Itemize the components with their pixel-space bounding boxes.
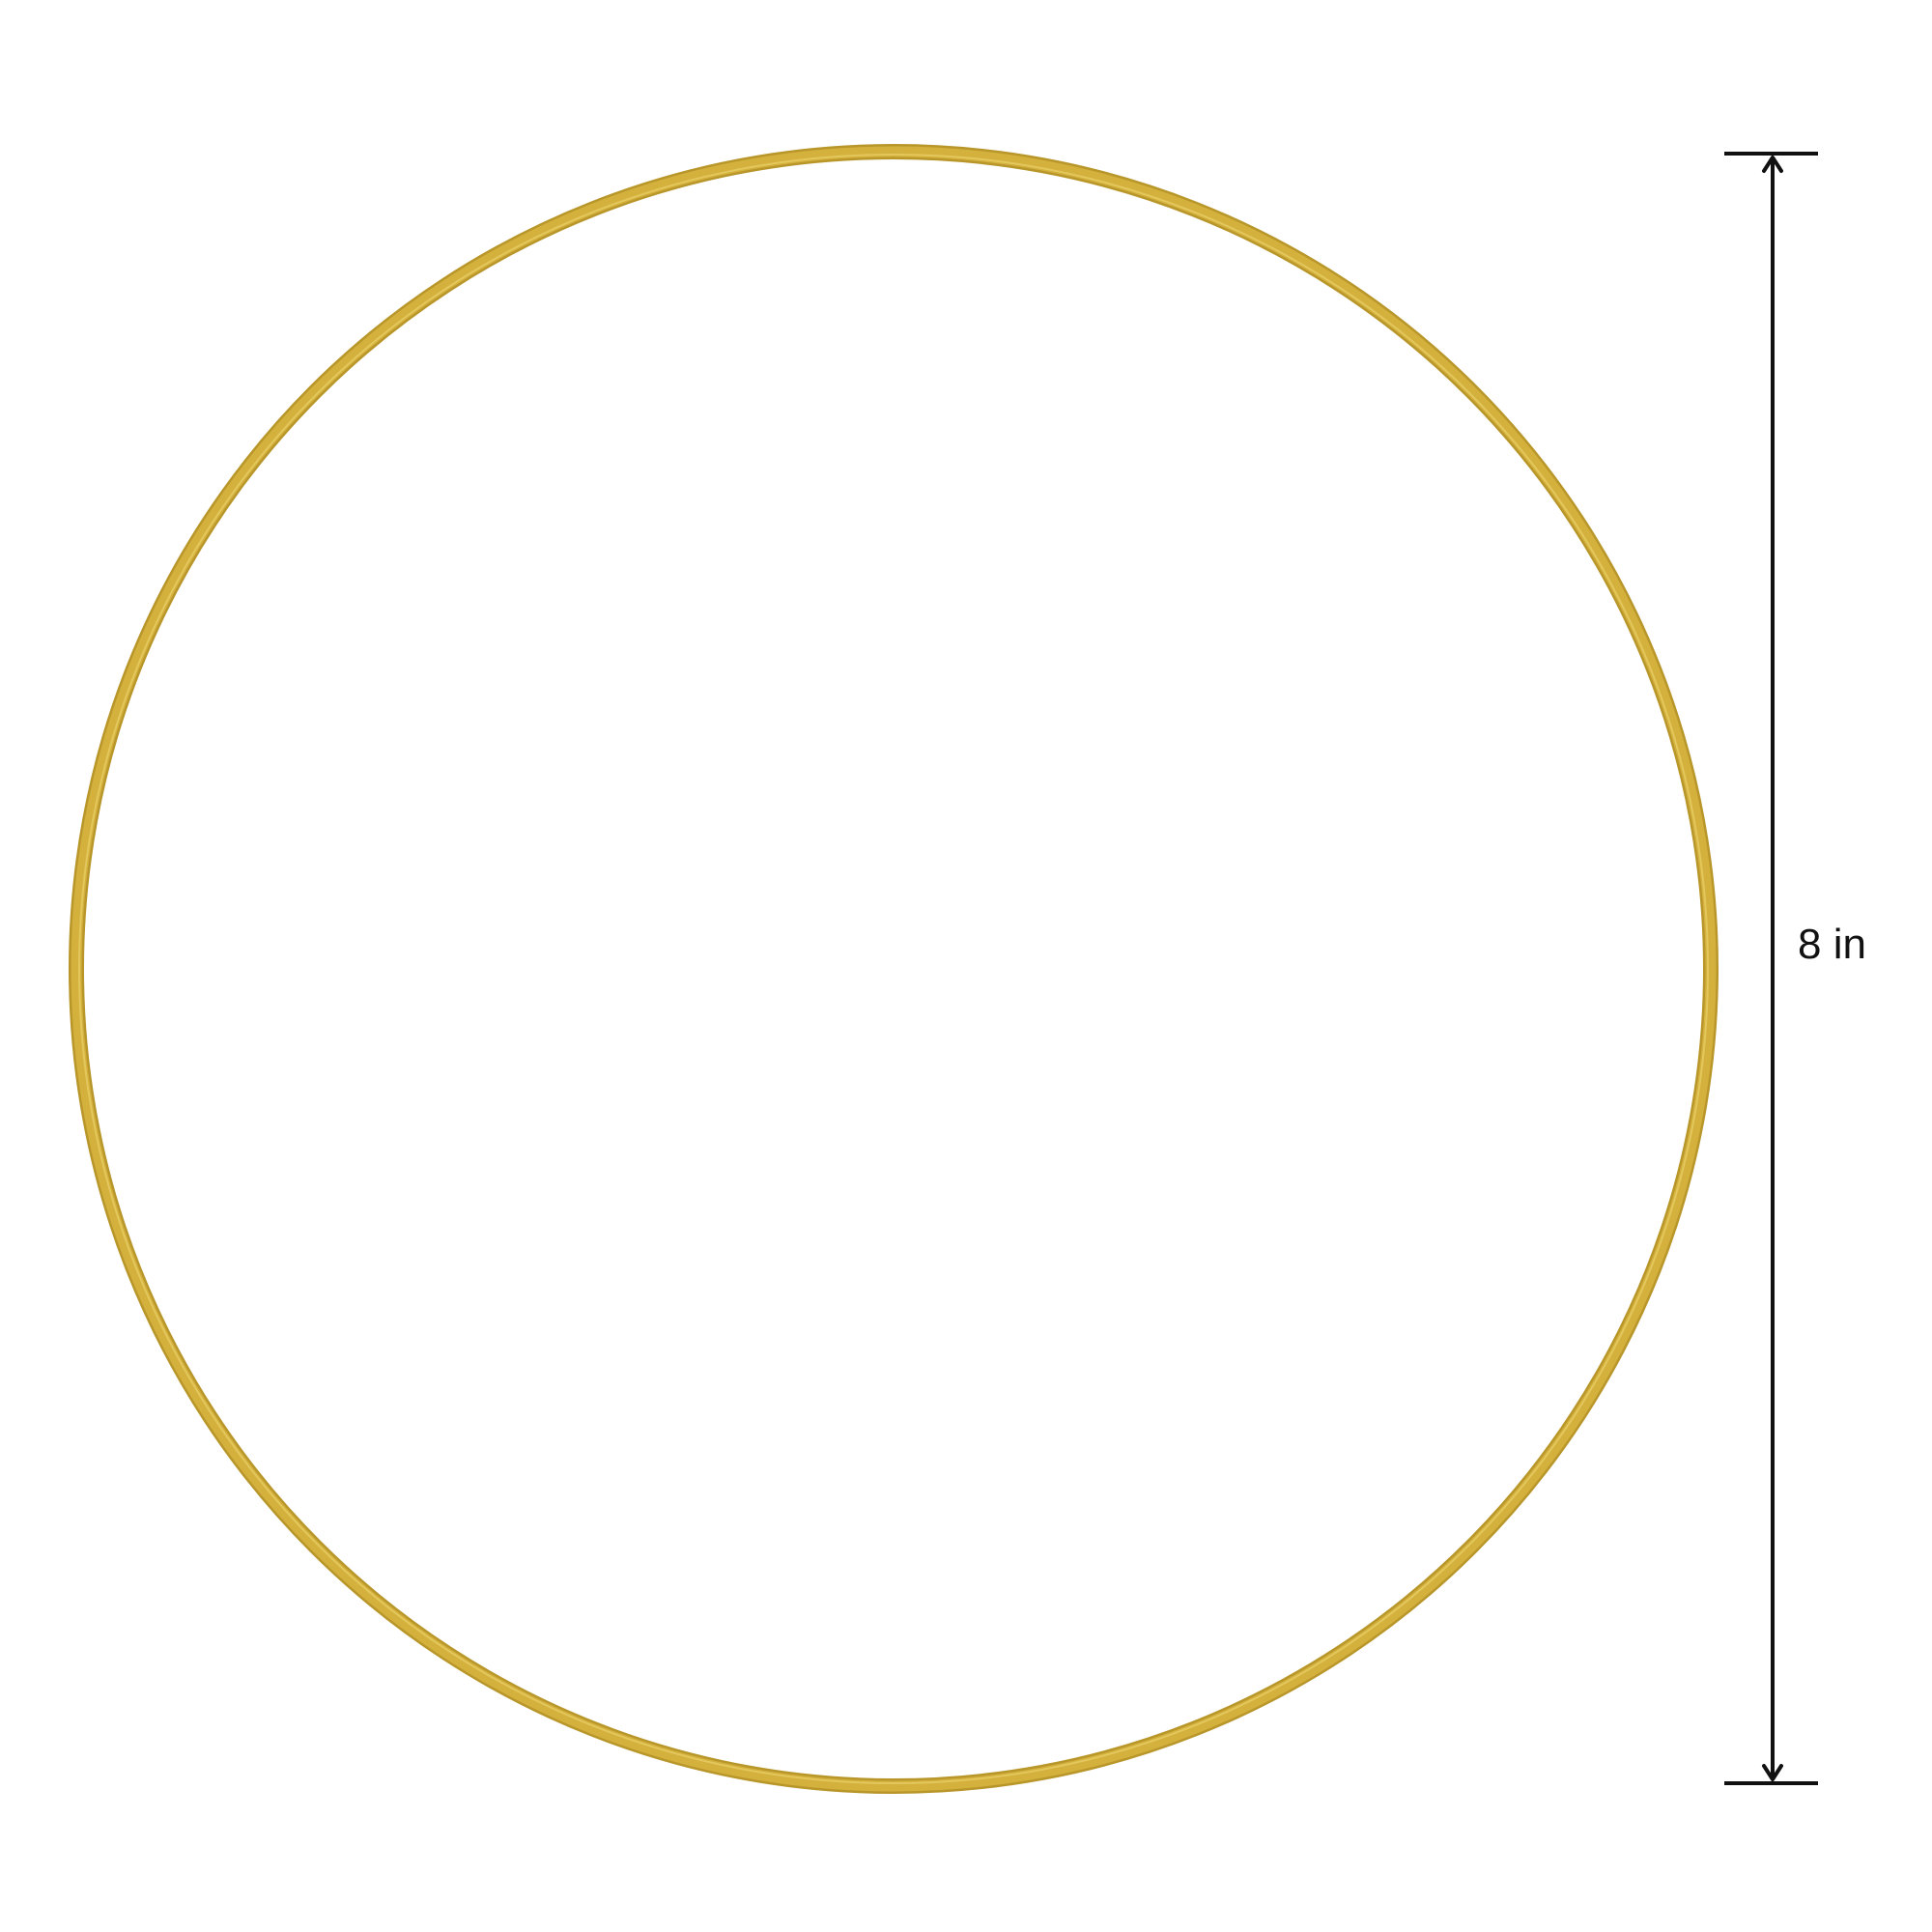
gold-ring-band — [71, 146, 1717, 1792]
arrow-down-icon — [1762, 1764, 1783, 1781]
arrow-up-icon — [1762, 156, 1783, 173]
dimension-label: 8 in — [1798, 921, 1866, 968]
height-dimension: 8 in — [1724, 152, 1866, 1785]
gold-ring — [69, 144, 1719, 1794]
gold-ring-shade — [69, 144, 1719, 1794]
gold-ring-highlight — [78, 154, 1709, 1784]
